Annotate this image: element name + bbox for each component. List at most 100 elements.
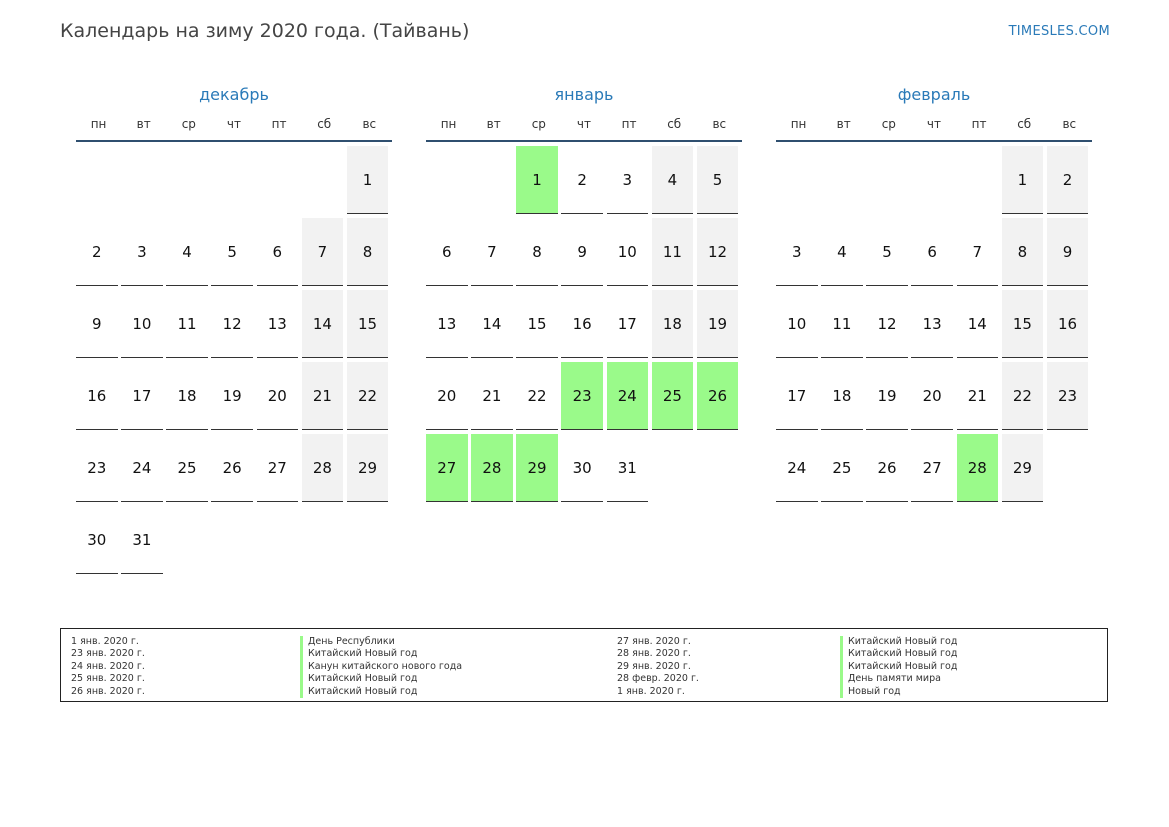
day-cell[interactable]: 15 [516, 290, 558, 358]
day-cell[interactable]: 25 [821, 434, 863, 502]
day-cell[interactable]: 17 [776, 362, 818, 430]
day-cell[interactable]: 18 [651, 290, 694, 358]
day-cell[interactable]: 22 [346, 362, 389, 430]
empty-cell [257, 146, 299, 214]
empty-cell [471, 146, 513, 214]
day-cell[interactable]: 20 [911, 362, 953, 430]
day-cell[interactable]: 21 [301, 362, 344, 430]
day-cell[interactable]: 9 [1046, 218, 1089, 286]
day-cell[interactable]: 4 [651, 146, 694, 214]
day-cell[interactable]: 16 [561, 290, 603, 358]
day-cell[interactable]: 31 [121, 506, 163, 574]
day-cell[interactable]: 2 [1046, 146, 1089, 214]
day-cell[interactable]: 9 [76, 290, 118, 358]
day-cell[interactable]: 10 [606, 218, 648, 286]
day-cell[interactable]: 12 [211, 290, 253, 358]
day-cell[interactable]: 23 [1046, 362, 1089, 430]
day-cell-holiday[interactable]: 25 [651, 362, 694, 430]
day-cell-holiday[interactable]: 28 [471, 434, 513, 502]
day-cell[interactable]: 2 [561, 146, 603, 214]
day-cell[interactable]: 23 [76, 434, 118, 502]
day-cell[interactable]: 21 [956, 362, 998, 430]
day-cell[interactable]: 9 [561, 218, 603, 286]
day-cell-holiday[interactable]: 26 [696, 362, 739, 430]
day-cell[interactable]: 6 [256, 218, 298, 286]
day-cell[interactable]: 15 [1001, 290, 1044, 358]
day-cell[interactable]: 19 [696, 290, 739, 358]
day-cell[interactable]: 27 [256, 434, 298, 502]
day-cell[interactable]: 14 [301, 290, 344, 358]
day-cell[interactable]: 5 [866, 218, 908, 286]
day-cell[interactable]: 3 [606, 146, 648, 214]
day-cell[interactable]: 26 [211, 434, 253, 502]
day-cell[interactable]: 12 [866, 290, 908, 358]
legend-date: 28 февр. 2020 г. [617, 673, 699, 685]
day-cell-holiday[interactable]: 23 [561, 362, 603, 430]
holiday-legend: 1 янв. 2020 г. 23 янв. 2020 г. 24 янв. 202… [60, 628, 1108, 702]
day-cell[interactable]: 24 [776, 434, 818, 502]
day-cell[interactable]: 29 [346, 434, 389, 502]
empty-cell [166, 146, 208, 214]
day-cell[interactable]: 11 [651, 218, 694, 286]
day-cell[interactable]: 29 [1001, 434, 1044, 502]
day-cell[interactable]: 5 [696, 146, 739, 214]
day-cell[interactable]: 22 [1001, 362, 1044, 430]
day-cell-holiday[interactable]: 28 [956, 434, 998, 502]
day-cell[interactable]: 7 [956, 218, 998, 286]
day-cell[interactable]: 28 [301, 434, 344, 502]
day-cell[interactable]: 21 [471, 362, 513, 430]
day-cell[interactable]: 11 [166, 290, 208, 358]
legend-dates-left: 1 янв. 2020 г. 23 янв. 2020 г. 24 янв. 202… [71, 636, 145, 698]
day-cell[interactable]: 1 [346, 146, 389, 214]
day-cell[interactable]: 13 [256, 290, 298, 358]
day-cell[interactable]: 8 [346, 218, 389, 286]
legend-holiday-name: Китайский Новый год [840, 660, 957, 674]
day-cell-holiday[interactable]: 1 [516, 146, 558, 214]
day-cell[interactable]: 5 [211, 218, 253, 286]
day-cell[interactable]: 20 [426, 362, 468, 430]
day-cell-holiday[interactable]: 27 [426, 434, 468, 502]
day-cell[interactable]: 16 [1046, 290, 1089, 358]
brand-link[interactable]: TIMESLES.COM [1008, 24, 1110, 39]
day-cell[interactable]: 16 [76, 362, 118, 430]
day-cell[interactable]: 30 [76, 506, 118, 574]
day-cell[interactable]: 24 [121, 434, 163, 502]
day-cell[interactable]: 6 [911, 218, 953, 286]
day-cell[interactable]: 18 [821, 362, 863, 430]
day-cell[interactable]: 4 [166, 218, 208, 286]
day-cell[interactable]: 7 [301, 218, 344, 286]
day-cell[interactable]: 30 [561, 434, 603, 502]
day-cell[interactable]: 14 [471, 290, 513, 358]
day-cell[interactable]: 3 [121, 218, 163, 286]
day-cell[interactable]: 15 [346, 290, 389, 358]
day-cell[interactable]: 3 [776, 218, 818, 286]
day-cell[interactable]: 17 [121, 362, 163, 430]
day-cell[interactable]: 31 [606, 434, 648, 502]
day-cell-holiday[interactable]: 24 [606, 362, 648, 430]
day-cell[interactable]: 25 [166, 434, 208, 502]
weekday-label: вт [486, 117, 501, 131]
day-cell[interactable]: 8 [1001, 218, 1044, 286]
day-cell[interactable]: 14 [956, 290, 998, 358]
day-cell[interactable]: 13 [911, 290, 953, 358]
day-cell[interactable]: 17 [606, 290, 648, 358]
day-cell[interactable]: 18 [166, 362, 208, 430]
day-cell[interactable]: 7 [471, 218, 513, 286]
day-cell[interactable]: 26 [866, 434, 908, 502]
day-cell[interactable]: 8 [516, 218, 558, 286]
day-cell[interactable]: 13 [426, 290, 468, 358]
day-cell[interactable]: 4 [821, 218, 863, 286]
day-cell[interactable]: 19 [211, 362, 253, 430]
day-cell[interactable]: 12 [696, 218, 739, 286]
day-cell[interactable]: 2 [76, 218, 118, 286]
day-cell[interactable]: 6 [426, 218, 468, 286]
day-cell[interactable]: 19 [866, 362, 908, 430]
day-cell[interactable]: 11 [821, 290, 863, 358]
day-cell-holiday[interactable]: 29 [516, 434, 558, 502]
day-cell[interactable]: 20 [256, 362, 298, 430]
day-cell[interactable]: 22 [516, 362, 558, 430]
day-cell[interactable]: 27 [911, 434, 953, 502]
day-cell[interactable]: 10 [776, 290, 818, 358]
day-cell[interactable]: 1 [1001, 146, 1044, 214]
day-cell[interactable]: 10 [121, 290, 163, 358]
